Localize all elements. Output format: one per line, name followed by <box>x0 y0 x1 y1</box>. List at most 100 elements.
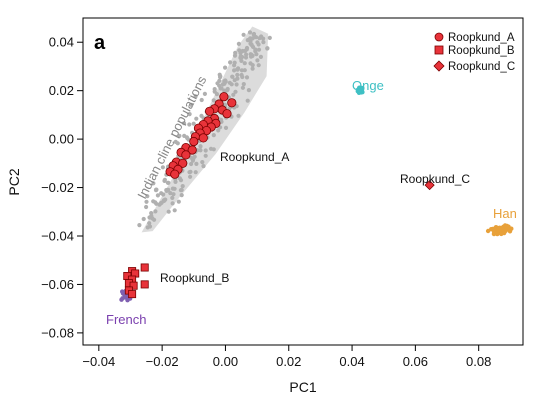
cline-point <box>179 193 184 198</box>
cline-point <box>239 58 244 64</box>
x-axis-title: PC1 <box>289 379 316 395</box>
cline-point <box>151 181 156 186</box>
cline-point <box>247 30 253 35</box>
french-point <box>119 297 124 302</box>
cline-point <box>172 208 177 213</box>
cline-point <box>194 161 199 166</box>
cline-point <box>187 170 192 175</box>
cline-point <box>173 139 178 144</box>
cline-point <box>234 82 239 87</box>
cline-point <box>179 187 184 193</box>
cline-point <box>194 116 199 121</box>
cline-point <box>265 46 270 51</box>
cline-point <box>171 192 176 197</box>
roopkund-a-point <box>198 133 208 143</box>
y-tick-label: −0.04 <box>41 229 74 244</box>
cline-point <box>242 61 247 66</box>
y-tick-label: 0.00 <box>49 132 74 147</box>
cline-point <box>214 92 219 97</box>
cline-point <box>187 122 192 127</box>
cline-point <box>256 63 261 68</box>
roopkund-b-point <box>129 281 138 290</box>
cline-point <box>147 221 152 226</box>
cline-point <box>173 179 178 184</box>
legend-label-roopkund-b: Roopkund_B <box>448 45 515 57</box>
roopkund-c-point <box>424 180 435 191</box>
y-tick-label: −0.02 <box>41 180 74 195</box>
cline-point <box>223 88 228 94</box>
plot-frame <box>82 17 524 346</box>
x-tick-label: 0.02 <box>276 354 301 369</box>
cline-point <box>244 75 250 80</box>
cline-point <box>232 53 238 58</box>
cline-point <box>166 209 171 214</box>
cline-point <box>243 55 249 60</box>
cline-point <box>176 199 181 204</box>
cline-point <box>159 191 164 196</box>
roopkund-a-point <box>227 98 237 108</box>
cline-point <box>261 40 266 45</box>
french-label: French <box>106 312 146 327</box>
cline-point <box>161 198 166 203</box>
x-tick-label: −0.04 <box>82 354 115 369</box>
cline-point <box>199 97 204 103</box>
cline-point <box>256 47 262 52</box>
han-label: Han <box>493 206 517 221</box>
cline-point <box>192 154 197 159</box>
y-tick-label: −0.08 <box>41 325 74 340</box>
legend: Roopkund_A Roopkund_B Roopkund_C <box>433 32 515 73</box>
cline-point <box>162 178 167 183</box>
han-point <box>492 226 497 231</box>
x-tick-label: 0.04 <box>339 354 364 369</box>
x-tick-label: 0.08 <box>466 354 491 369</box>
cline-point <box>198 144 203 149</box>
cline-point <box>191 121 196 126</box>
cline-point <box>165 180 170 185</box>
cline-point <box>238 50 243 56</box>
legend-marker-roopkund-b <box>434 45 444 55</box>
cline-point <box>251 32 256 37</box>
y-tick-label: 0.02 <box>49 83 74 98</box>
y-tick-label: 0.04 <box>49 35 74 50</box>
french-point <box>120 289 125 294</box>
y-axis-title: PC2 <box>6 168 22 195</box>
cline-point <box>185 136 190 141</box>
cline-point <box>145 225 150 230</box>
cline-point <box>144 204 149 210</box>
cline-point <box>157 202 162 207</box>
y-tick-label: −0.06 <box>41 277 74 292</box>
cline-point <box>241 82 246 87</box>
cline-point <box>261 36 266 41</box>
cline-point <box>236 66 241 71</box>
cline-point <box>248 41 253 46</box>
x-tick-label: −0.02 <box>146 354 179 369</box>
cline-point <box>223 78 228 83</box>
cline-point <box>241 32 246 37</box>
roopkund-b-point <box>140 280 149 289</box>
cline-point <box>170 201 175 206</box>
roopkund-c-annotation: Roopkund_C <box>400 172 470 186</box>
cline-point <box>137 223 142 228</box>
legend-label-roopkund-a: Roopkund_A <box>448 32 515 44</box>
legend-marker-roopkund-c <box>433 60 445 72</box>
cline-point <box>165 187 170 192</box>
han-point <box>485 228 491 234</box>
cline-point <box>250 63 255 68</box>
cline-point <box>236 113 241 118</box>
cline-point <box>208 146 214 151</box>
cline-point <box>141 216 146 222</box>
cline-point <box>217 78 222 83</box>
cline-point <box>188 174 193 179</box>
cline-point <box>170 186 175 191</box>
han-point <box>507 229 513 234</box>
cline-point <box>246 88 251 93</box>
panel-label: a <box>94 32 106 54</box>
cline-point <box>230 74 235 79</box>
cline-point <box>255 58 260 63</box>
cline-point <box>211 133 216 138</box>
cline-point <box>257 36 262 41</box>
legend-label-roopkund-c: Roopkund_C <box>448 61 515 73</box>
cline-point <box>235 72 240 77</box>
axes-layer: −0.04 −0.02 0.00 0.02 0.04 0.06 0.08 −0.08 −0.06… <box>41 35 491 369</box>
cline-point <box>239 72 244 78</box>
